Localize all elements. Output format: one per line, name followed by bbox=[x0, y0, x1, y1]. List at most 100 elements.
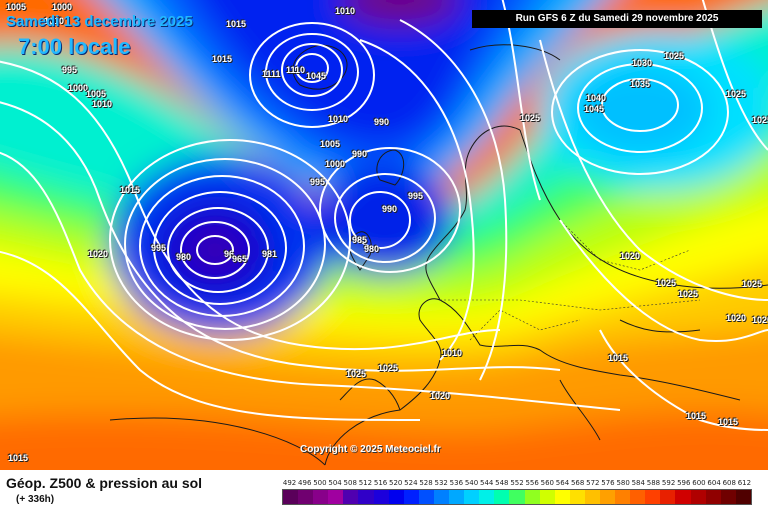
color-scale-swatch bbox=[403, 490, 419, 504]
isobar-label: 1000 bbox=[325, 159, 346, 169]
color-scale-swatch bbox=[298, 490, 314, 504]
color-scale-swatch bbox=[283, 490, 299, 504]
isobar-label: 1010 bbox=[442, 348, 463, 358]
color-scale-swatch bbox=[720, 490, 736, 504]
color-scale-label: 592 bbox=[661, 479, 676, 487]
isobar-label: 990 bbox=[382, 204, 398, 214]
isobar-label: 995 bbox=[62, 65, 78, 75]
isobar-label: 1025 bbox=[378, 363, 399, 373]
model-run-label: Run GFS 6 Z du Samedi 29 novembre 2025 bbox=[472, 10, 762, 28]
color-scale-label: 520 bbox=[389, 479, 403, 487]
isobar-label: 1020 bbox=[726, 313, 747, 323]
forecast-map: 1005 1000 1010 1015 1015 995 1000 1005 1… bbox=[0, 0, 768, 470]
color-scale-swatch bbox=[690, 490, 706, 504]
color-scale-label: 528 bbox=[419, 479, 433, 487]
isobar-label: 990 bbox=[352, 149, 368, 159]
forecast-time: 7:00 locale bbox=[18, 34, 131, 59]
color-scale-swatch bbox=[433, 490, 450, 504]
color-scale-swatch bbox=[494, 490, 510, 504]
color-scale-swatch bbox=[660, 490, 676, 504]
color-scale-label: 560 bbox=[540, 479, 554, 487]
isobar-label: 1020 bbox=[752, 315, 768, 325]
color-scale-label: 532 bbox=[434, 479, 448, 487]
color-scale-label: 492 bbox=[282, 479, 297, 487]
color-scale-label: 524 bbox=[404, 479, 418, 487]
isobar-label: 1015 bbox=[212, 54, 233, 64]
color-scale-swatch bbox=[418, 490, 434, 504]
isobar-label: 1000 bbox=[52, 2, 73, 12]
isobar-label: 1010 bbox=[335, 6, 356, 16]
color-scale-swatch bbox=[328, 490, 344, 504]
isobar-label: 1040 bbox=[586, 93, 607, 103]
color-scale-swatch bbox=[645, 490, 661, 504]
color-scale-swatch bbox=[599, 490, 616, 504]
isobar-label: 995 bbox=[408, 191, 424, 201]
color-scale-swatch bbox=[449, 490, 465, 504]
isobar-label: 985 bbox=[352, 235, 368, 245]
isobar-label: 1000 bbox=[68, 83, 89, 93]
color-scale-swatch bbox=[735, 490, 751, 504]
color-scale-swatch bbox=[479, 490, 495, 504]
color-scale-label: 568 bbox=[570, 479, 585, 487]
color-scale-label: 572 bbox=[586, 479, 600, 487]
isobar-label: 1030 bbox=[632, 58, 653, 68]
isobar-label: 1015 bbox=[226, 19, 247, 29]
color-scale-swatch bbox=[464, 490, 480, 504]
color-scale-swatch bbox=[569, 490, 585, 504]
copyright-text: Copyright © 2025 Meteociel.fr bbox=[300, 444, 441, 455]
isobar-label: 1035 bbox=[630, 79, 651, 89]
isobar-label: 995 bbox=[151, 243, 167, 253]
color-scale-label: 512 bbox=[358, 479, 373, 487]
color-scale-swatch bbox=[675, 490, 691, 504]
color-scale-label: 552 bbox=[510, 479, 524, 487]
isobar-label: 1025 bbox=[520, 113, 541, 123]
color-scale-swatch bbox=[630, 490, 646, 504]
color-scale-label: 564 bbox=[555, 479, 570, 487]
color-scale-label: 508 bbox=[343, 479, 357, 487]
isobar-label: 1045 bbox=[306, 71, 327, 81]
color-scale-label: 544 bbox=[479, 479, 494, 487]
color-scale-label: 588 bbox=[646, 479, 661, 487]
isobar-label: 1005 bbox=[86, 89, 107, 99]
color-scale-label: 584 bbox=[631, 479, 645, 487]
color-scale: 492 496 500 504 508 512 516 520 524 528 532 536 540 5… bbox=[282, 479, 752, 505]
isobar-label: 1005 bbox=[6, 2, 27, 12]
color-scale-label: 540 bbox=[464, 479, 479, 487]
isobar-label: 1045 bbox=[584, 104, 605, 114]
isobar-label: 1005 bbox=[320, 139, 341, 149]
color-scale-swatch bbox=[584, 490, 600, 504]
map-canvas bbox=[0, 0, 768, 470]
coastlines bbox=[109, 44, 768, 466]
isobar-label: 1025 bbox=[664, 51, 685, 61]
color-scale-bar bbox=[282, 489, 752, 505]
chart-title: Géop. Z500 & pression au sol bbox=[6, 475, 203, 491]
color-scale-label: 556 bbox=[525, 479, 539, 487]
color-scale-label: 604 bbox=[707, 479, 721, 487]
isobar-label: 1020 bbox=[430, 391, 451, 401]
isobar-label: 1025 bbox=[752, 115, 768, 125]
isobar-label: 96 bbox=[224, 249, 235, 259]
isobar-label: 1025 bbox=[742, 279, 763, 289]
color-scale-label: 580 bbox=[616, 479, 630, 487]
color-scale-swatch bbox=[358, 490, 374, 504]
color-scale-swatch bbox=[705, 490, 721, 504]
isobar-label: 1015 bbox=[120, 185, 141, 195]
isobar-label: 1025 bbox=[346, 369, 367, 379]
isobar-label: 1015 bbox=[718, 417, 739, 427]
color-scale-label: 536 bbox=[449, 479, 464, 487]
color-scale-labels: 492 496 500 504 508 512 516 520 524 528 532 536 540 5… bbox=[282, 479, 752, 488]
isobar-label: 1015 bbox=[608, 353, 629, 363]
color-scale-swatch bbox=[554, 490, 570, 504]
color-scale-label: 600 bbox=[692, 479, 706, 487]
color-scale-label: 496 bbox=[298, 479, 312, 487]
color-scale-label: 504 bbox=[328, 479, 342, 487]
color-scale-swatch bbox=[388, 490, 404, 504]
isobar-label: 1015 bbox=[686, 411, 707, 421]
isobar-label: 1015 bbox=[8, 453, 29, 463]
color-scale-swatch bbox=[313, 490, 329, 504]
color-scale-swatch bbox=[524, 490, 540, 504]
color-scale-label: 612 bbox=[737, 479, 752, 487]
color-scale-swatch bbox=[343, 490, 359, 504]
color-scale-label: 516 bbox=[373, 479, 388, 487]
